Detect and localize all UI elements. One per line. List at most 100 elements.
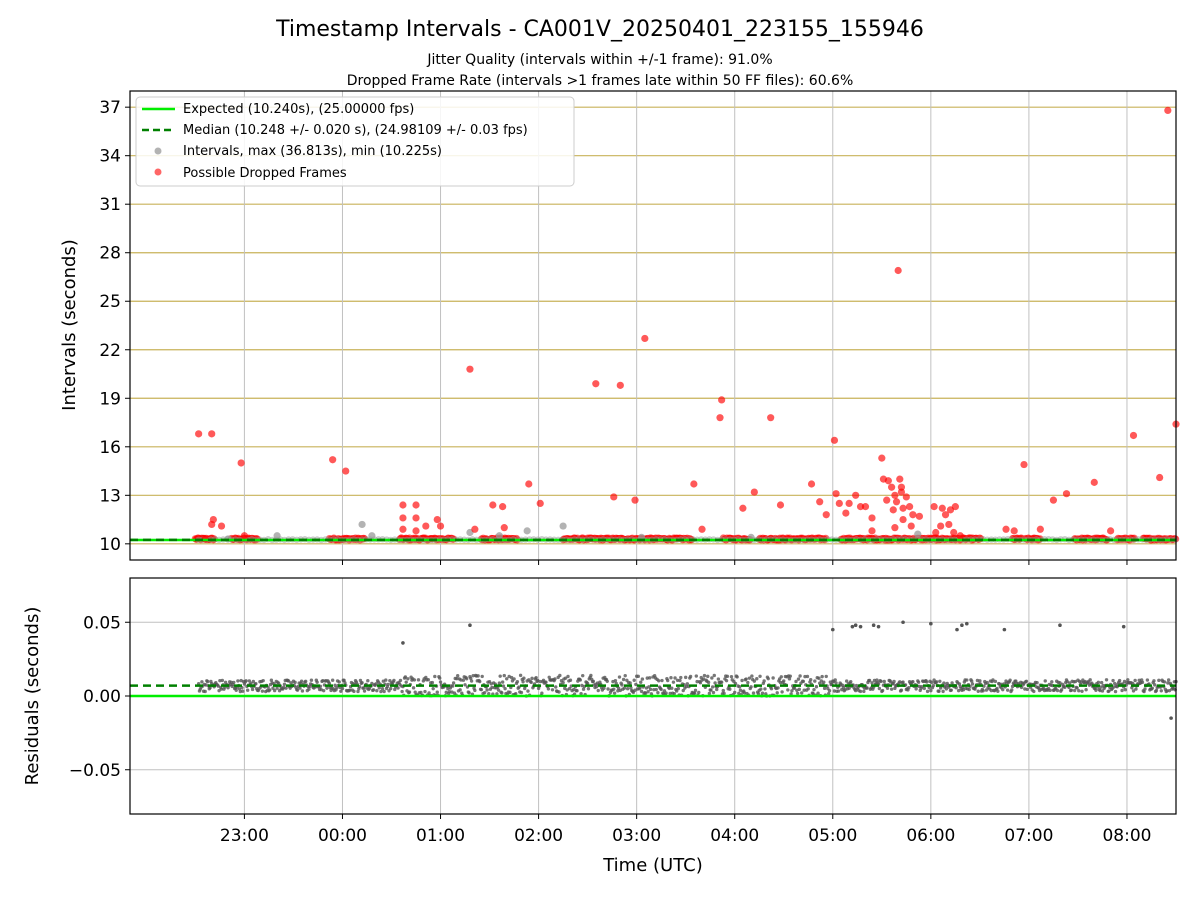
residual-point bbox=[1111, 678, 1115, 683]
residual-point bbox=[501, 684, 506, 688]
residual-point bbox=[236, 679, 240, 683]
residual-point bbox=[991, 678, 995, 682]
residual-point bbox=[585, 681, 590, 686]
residual-point bbox=[1133, 678, 1137, 683]
residual-point bbox=[251, 679, 256, 684]
dropped-frame-point bbox=[399, 501, 407, 509]
residual-point bbox=[648, 676, 652, 680]
x-tick-label: 08:00 bbox=[1102, 826, 1151, 846]
dropped-frame-point bbox=[884, 477, 892, 485]
residuals-y-tick-label: 0.00 bbox=[83, 687, 121, 707]
residual-point bbox=[427, 691, 431, 695]
residuals-y-axis-label: Residuals (seconds) bbox=[22, 607, 43, 786]
dropped-frame-point bbox=[690, 480, 698, 488]
residual-point bbox=[1080, 689, 1084, 693]
residual-point bbox=[639, 680, 643, 684]
residual-point bbox=[517, 685, 521, 689]
residual-point bbox=[967, 687, 971, 692]
dropped-frame-point bbox=[932, 528, 940, 537]
residual-point bbox=[521, 680, 525, 684]
residual-point bbox=[643, 691, 648, 695]
residual-point bbox=[398, 678, 403, 683]
residual-point bbox=[1035, 680, 1039, 685]
residual-point bbox=[892, 679, 896, 684]
residual-point bbox=[260, 689, 265, 693]
residual-point bbox=[976, 689, 980, 693]
chart-subtitle-dropped: Dropped Frame Rate (intervals >1 frames … bbox=[347, 73, 854, 89]
residual-point bbox=[960, 623, 964, 627]
residual-point bbox=[438, 676, 442, 680]
residual-point bbox=[401, 641, 405, 645]
residual-point bbox=[416, 678, 421, 682]
residual-point bbox=[356, 689, 360, 694]
dropped-frame-point bbox=[499, 503, 507, 511]
residual-point bbox=[950, 681, 954, 685]
x-tick-label: 06:00 bbox=[906, 826, 955, 846]
residual-point bbox=[490, 685, 494, 690]
residual-point bbox=[581, 687, 586, 691]
residual-point bbox=[666, 678, 670, 683]
dropped-frame-point bbox=[945, 520, 953, 529]
residual-point bbox=[1010, 688, 1014, 692]
residual-point bbox=[949, 688, 953, 692]
dropped-frame-point bbox=[1020, 460, 1028, 469]
residual-point bbox=[1134, 687, 1138, 691]
residual-point bbox=[645, 676, 649, 680]
residual-point bbox=[538, 679, 542, 684]
residual-point bbox=[763, 687, 767, 691]
residual-point bbox=[746, 680, 750, 685]
residual-point bbox=[729, 674, 734, 679]
residual-point bbox=[858, 624, 863, 629]
residual-point bbox=[996, 689, 1000, 693]
residual-point bbox=[822, 686, 827, 691]
residual-point bbox=[1153, 683, 1157, 687]
residual-point bbox=[277, 681, 281, 686]
dropped-frame-point bbox=[956, 532, 964, 540]
residual-point bbox=[827, 689, 832, 693]
residual-point bbox=[938, 679, 942, 683]
intervals-y-tick-label: 16 bbox=[99, 438, 121, 458]
residual-point bbox=[1159, 689, 1163, 693]
residual-point bbox=[965, 678, 969, 682]
residual-point bbox=[806, 687, 810, 691]
residual-point bbox=[740, 678, 744, 683]
residual-point bbox=[553, 677, 557, 681]
residual-point bbox=[871, 623, 876, 627]
residual-point bbox=[430, 680, 435, 685]
residual-point bbox=[914, 687, 918, 691]
residual-point bbox=[683, 675, 688, 680]
residual-point bbox=[993, 679, 998, 684]
residual-point bbox=[639, 689, 644, 694]
residual-point bbox=[632, 678, 636, 682]
residual-point bbox=[1107, 689, 1111, 693]
dropped-frame-point bbox=[329, 456, 337, 464]
residual-point bbox=[681, 688, 685, 693]
residual-point bbox=[340, 686, 345, 691]
residual-point bbox=[941, 689, 945, 694]
residual-point bbox=[702, 673, 707, 678]
residual-point bbox=[722, 691, 726, 696]
residual-point bbox=[1014, 679, 1018, 683]
residual-point bbox=[623, 673, 627, 678]
residual-point bbox=[984, 688, 989, 692]
residual-point bbox=[760, 691, 765, 695]
residual-point bbox=[612, 687, 616, 691]
residual-point bbox=[776, 686, 780, 690]
dropped-frame-point bbox=[436, 522, 445, 530]
dropped-frame-point bbox=[716, 414, 724, 422]
residual-point bbox=[423, 689, 427, 694]
residual-point bbox=[747, 676, 752, 680]
residual-point bbox=[759, 687, 763, 691]
residual-point bbox=[721, 688, 725, 693]
residual-point bbox=[925, 689, 930, 694]
dropped-frame-point bbox=[909, 511, 917, 519]
residual-point bbox=[505, 677, 509, 681]
residual-point bbox=[922, 686, 927, 691]
residual-point bbox=[1140, 680, 1145, 685]
residuals-y-tick-label: −0.05 bbox=[69, 761, 121, 781]
residual-point bbox=[782, 679, 786, 683]
residual-point bbox=[348, 688, 352, 692]
residual-point bbox=[298, 686, 302, 690]
residual-point bbox=[412, 678, 417, 682]
residual-point bbox=[995, 686, 999, 691]
